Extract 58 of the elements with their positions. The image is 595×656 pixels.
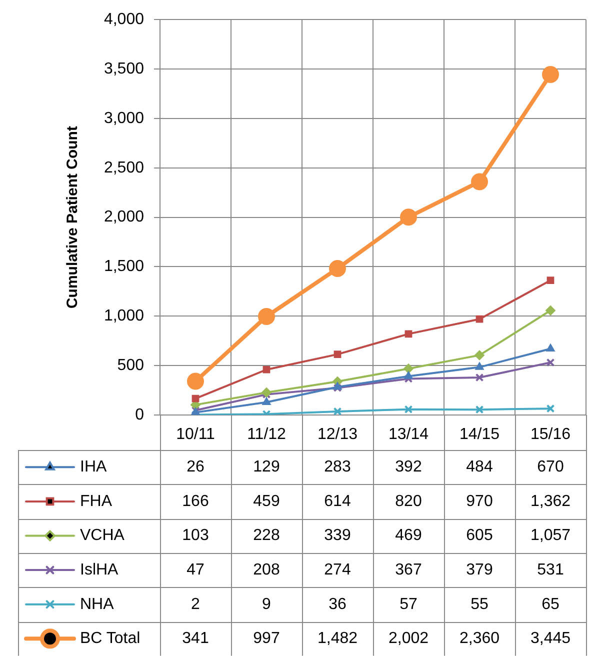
data-label: 274 xyxy=(324,561,351,578)
data-label: 36 xyxy=(328,596,346,613)
legend-label: BC Total xyxy=(80,630,140,648)
data-label: 2,002 xyxy=(388,630,429,648)
data-label: 670 xyxy=(537,458,564,476)
data-label: 3,445 xyxy=(530,630,571,648)
legend-label: NHA xyxy=(80,596,114,613)
data-label: 379 xyxy=(466,561,493,578)
data-label: 129 xyxy=(253,458,280,476)
data-label: 459 xyxy=(253,492,280,510)
legend-label: VCHA xyxy=(80,527,125,544)
data-label: 367 xyxy=(395,561,422,578)
legend-label: IHA xyxy=(80,458,107,476)
data-label: 9 xyxy=(262,596,272,613)
data-label: 484 xyxy=(466,458,493,476)
data-label: 1,482 xyxy=(317,630,358,648)
data-label: 65 xyxy=(542,596,560,613)
y-tick-label: 3,500 xyxy=(104,60,144,78)
x-tick-label: 10/11 xyxy=(176,426,216,444)
data-label: 283 xyxy=(324,458,351,476)
data-label: 166 xyxy=(182,492,209,510)
data-label: 614 xyxy=(324,492,351,510)
y-tick-label: 2,000 xyxy=(104,208,144,226)
data-label: 341 xyxy=(182,630,209,648)
data-label: 970 xyxy=(466,492,493,510)
data-label: 820 xyxy=(395,492,422,510)
data-label: 103 xyxy=(182,527,209,544)
y-tick-label: 500 xyxy=(117,356,144,374)
legend-label: FHA xyxy=(80,492,112,510)
data-label: 1,362 xyxy=(530,492,571,510)
data-label: 228 xyxy=(253,527,280,544)
x-tick-label: 11/12 xyxy=(247,426,286,444)
data-label: 392 xyxy=(395,458,422,476)
x-tick-label: 13/14 xyxy=(388,426,429,444)
y-tick-label: 4,000 xyxy=(104,11,144,28)
y-axis-title: Cumulative Patient Count xyxy=(64,126,82,309)
data-label: 47 xyxy=(186,561,204,578)
data-label: 2,360 xyxy=(459,630,500,648)
y-tick-label: 0 xyxy=(135,406,144,424)
y-tick-label: 1,500 xyxy=(104,258,144,276)
data-label: 57 xyxy=(400,596,418,613)
x-tick-label: 15/16 xyxy=(530,426,571,444)
y-tick-label: 2,500 xyxy=(104,159,144,176)
data-label: 997 xyxy=(253,630,280,648)
data-label: 605 xyxy=(466,527,493,544)
y-tick-label: 3,000 xyxy=(104,110,144,127)
y-tick-label: 1,000 xyxy=(104,308,144,325)
x-tick-label: 14/15 xyxy=(459,426,500,444)
data-label: 55 xyxy=(470,596,488,613)
data-label: 26 xyxy=(186,458,204,476)
x-tick-label: 12/13 xyxy=(317,426,358,444)
data-label: 339 xyxy=(324,527,351,544)
data-label: 208 xyxy=(253,561,280,578)
data-label: 2 xyxy=(191,596,200,613)
data-label: 531 xyxy=(537,561,564,578)
data-label: 1,057 xyxy=(530,527,571,544)
data-label: 469 xyxy=(395,527,422,544)
legend-label: IslHA xyxy=(80,561,119,578)
